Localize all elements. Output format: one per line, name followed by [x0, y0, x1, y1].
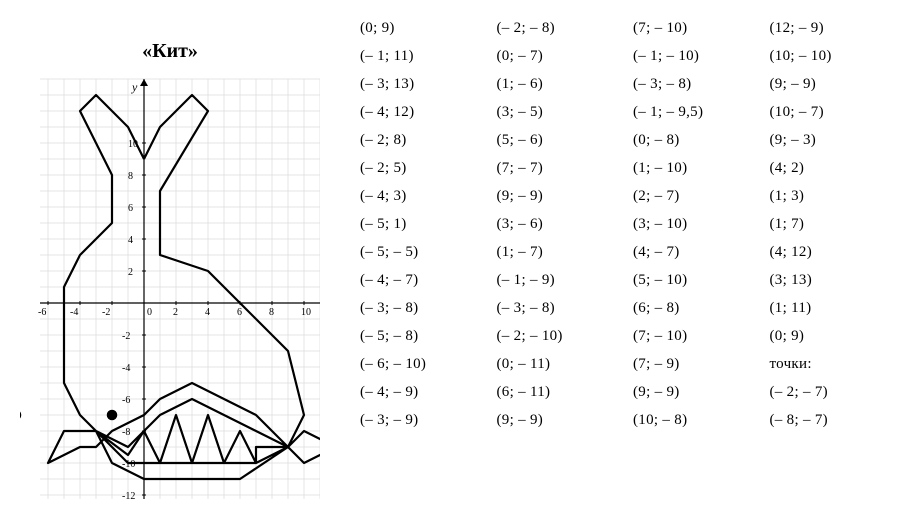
coordinate-item: (1; 11)	[770, 300, 881, 317]
coordinate-item: (10; – 7)	[770, 104, 881, 121]
coordinate-item: (12; – 9)	[770, 20, 881, 37]
coordinate-item: (– 2; – 8)	[497, 20, 608, 37]
figure-title: «Кит»	[142, 40, 198, 63]
svg-text:-2: -2	[122, 331, 130, 342]
coordinate-item: (1; – 7)	[497, 244, 608, 261]
coordinate-item: (– 3; – 8)	[497, 300, 608, 317]
coordinate-item: (– 3; – 8)	[633, 76, 744, 93]
svg-text:4: 4	[205, 307, 210, 318]
coordinate-item: (– 2; 5)	[360, 160, 471, 177]
coordinate-item: (2; – 7)	[633, 188, 744, 205]
coordinate-list-panel: (0; 9) (– 1; 11) (– 3; 13) (– 4; 12) (– 2; 8…	[340, 0, 900, 510]
svg-text:2: 2	[173, 307, 178, 318]
coordinate-item: (– 3; 13)	[360, 76, 471, 93]
svg-text:y: y	[131, 80, 138, 94]
coordinate-item: (– 2; – 7)	[770, 384, 881, 401]
coordinate-item: (4; – 7)	[633, 244, 744, 261]
coordinate-item: (7; – 10)	[633, 328, 744, 345]
coordinate-item: (– 4; – 7)	[360, 272, 471, 289]
coordinate-item: (0; – 8)	[633, 132, 744, 149]
svg-text:-8: -8	[122, 427, 130, 438]
svg-text:-4: -4	[70, 307, 78, 318]
coordinate-item: (3; – 6)	[497, 216, 608, 233]
coordinate-item: (9; – 9)	[770, 76, 881, 93]
coordinate-item: (– 1; – 10)	[633, 48, 744, 65]
svg-text:-6: -6	[38, 307, 46, 318]
svg-text:2: 2	[128, 267, 133, 278]
svg-text:-12: -12	[122, 491, 135, 499]
coordinate-item: точки:	[770, 356, 881, 373]
coordinate-item: (5; – 10)	[633, 272, 744, 289]
svg-text:4: 4	[128, 235, 133, 246]
coordinate-item: (0; 9)	[770, 328, 881, 345]
coordinate-item: (1; 7)	[770, 216, 881, 233]
coordinate-item: (7; – 7)	[497, 160, 608, 177]
svg-text:-2: -2	[102, 307, 110, 318]
coordinate-grid: (0; 9) (– 1; 11) (– 3; 13) (– 4; 12) (– 2; 8…	[360, 20, 880, 429]
coordinate-item: (– 1; 11)	[360, 48, 471, 65]
coordinate-item: (– 8; – 7)	[770, 412, 881, 429]
coordinate-item: (9; – 9)	[497, 188, 608, 205]
coordinate-item: (9; – 3)	[770, 132, 881, 149]
coordinate-item: (– 4; – 9)	[360, 384, 471, 401]
coordinate-item: (1; – 10)	[633, 160, 744, 177]
coordinate-item: (– 6; – 10)	[360, 356, 471, 373]
coordinate-item: (6; – 8)	[633, 300, 744, 317]
svg-text:-4: -4	[122, 363, 130, 374]
svg-text:6: 6	[128, 203, 133, 214]
svg-text:8: 8	[269, 307, 274, 318]
coordinate-item: (3; 13)	[770, 272, 881, 289]
coordinate-item: (4; 12)	[770, 244, 881, 261]
coordinate-item: (– 1; – 9,5)	[633, 104, 744, 121]
coordinate-item: (5; – 6)	[497, 132, 608, 149]
svg-text:10: 10	[301, 307, 311, 318]
coordinate-item: (1; – 6)	[497, 76, 608, 93]
coordinate-item: (1; 3)	[770, 188, 881, 205]
coordinate-item: (7; – 10)	[633, 20, 744, 37]
coordinate-item: (9; – 9)	[497, 412, 608, 429]
coordinate-item: (10; – 10)	[770, 48, 881, 65]
coordinate-item: (– 5; – 8)	[360, 328, 471, 345]
coordinate-item: (7; – 9)	[633, 356, 744, 373]
coordinate-item: (– 1; – 9)	[497, 272, 608, 289]
coordinate-item: (0; – 11)	[497, 356, 608, 373]
coordinate-item: (9; – 9)	[633, 384, 744, 401]
coordinate-graph: yx-6-4-20246810-12-10-8-6-4-2246810	[20, 69, 320, 499]
svg-text:8: 8	[128, 171, 133, 182]
coordinate-item: (– 4; 12)	[360, 104, 471, 121]
left-panel: «Кит» yx-6-4-20246810-12-10-8-6-4-224681…	[0, 0, 340, 510]
coordinate-item: (0; 9)	[360, 20, 471, 37]
coordinate-item: (– 4; 3)	[360, 188, 471, 205]
coordinate-item: (– 3; – 8)	[360, 300, 471, 317]
coordinate-item: (3; – 10)	[633, 216, 744, 233]
coordinate-item: (– 5; 1)	[360, 216, 471, 233]
coordinate-item: (10; – 8)	[633, 412, 744, 429]
coordinate-item: (– 2; – 10)	[497, 328, 608, 345]
coordinate-item: (0; – 7)	[497, 48, 608, 65]
svg-text:0: 0	[147, 307, 152, 318]
coordinate-item: (6; – 11)	[497, 384, 608, 401]
svg-text:6: 6	[237, 307, 242, 318]
coordinate-item: (– 5; – 5)	[360, 244, 471, 261]
coordinate-item: (4; 2)	[770, 160, 881, 177]
svg-text:-6: -6	[122, 395, 130, 406]
coordinate-item: (3; – 5)	[497, 104, 608, 121]
coordinate-item: (– 2; 8)	[360, 132, 471, 149]
coordinate-item: (– 3; – 9)	[360, 412, 471, 429]
